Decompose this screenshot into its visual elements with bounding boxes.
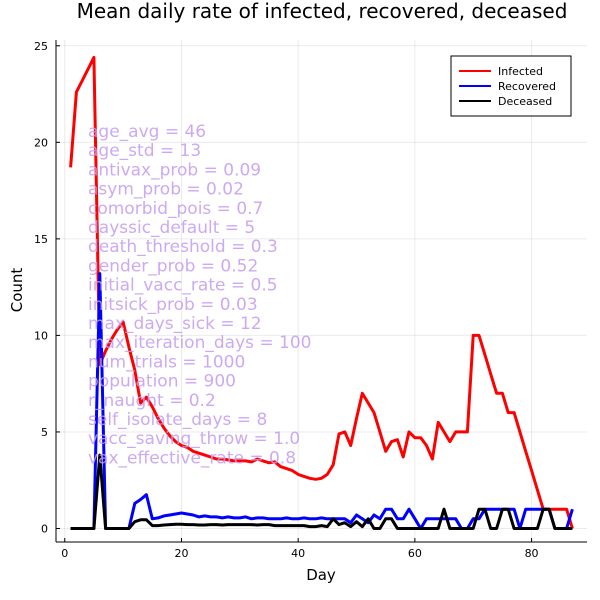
parameter-annotation: dayssic_default = 5 [88, 218, 255, 238]
legend-label: Recovered [498, 80, 556, 93]
tick-labels: 0 20 40 60 80 0 5 10 15 20 25 [34, 40, 539, 560]
parameter-annotation: population = 900 [88, 372, 236, 392]
parameter-annotation: initial_vacc_rate = 0.5 [88, 276, 278, 296]
parameter-annotation: self_isolate_days = 8 [88, 410, 267, 430]
series-line-infected [69, 55, 574, 529]
grid [56, 40, 587, 542]
parameter-annotation: max_days_sick = 12 [88, 314, 262, 334]
chart-title: Mean daily rate of infected, recovered, … [77, 0, 568, 23]
legend-label: Deceased [498, 95, 552, 108]
y-tick-label: 0 [41, 522, 48, 535]
parameter-annotation: antivax_prob = 0.09 [88, 160, 261, 180]
parameter-annotation: initsick_prob = 0.03 [88, 295, 258, 315]
y-tick-label: 10 [34, 329, 48, 342]
parameter-annotation: gender_prob = 0.52 [88, 256, 258, 276]
y-tick-label: 25 [34, 40, 48, 53]
parameter-annotation: comorbid_pois = 0.7 [88, 199, 263, 219]
parameter-annotation: r_naught = 0.2 [88, 391, 216, 411]
x-tick-label: 60 [408, 547, 422, 560]
parameter-annotation: max_iteration_days = 100 [88, 333, 311, 353]
parameter-annotation: vacc_saving_throw = 1.0 [88, 429, 300, 449]
parameter-annotation: age_avg = 46 [88, 122, 206, 142]
parameter-annotation: death_threshold = 0.3 [88, 237, 278, 257]
parameter-annotation: vax_effective_rate = 0.8 [88, 448, 296, 468]
y-tick-label: 15 [34, 233, 48, 246]
parameter-annotation: num_trials = 1000 [88, 352, 245, 372]
series-line-recovered [70, 272, 574, 530]
x-tick-label: 0 [61, 547, 68, 560]
y-axis-label: Count [8, 268, 26, 313]
parameter-annotation: asym_prob = 0.02 [88, 180, 244, 200]
x-tick-label: 80 [525, 547, 539, 560]
legend-label: Infected [498, 65, 543, 78]
series-line-deceased [70, 453, 573, 530]
y-tick-label: 5 [41, 426, 48, 439]
axes [55, 40, 587, 543]
x-tick-label: 20 [174, 547, 188, 560]
legend: Infected Recovered Deceased [450, 55, 572, 117]
x-tick-label: 40 [291, 547, 305, 560]
x-axis-label: Day [306, 566, 336, 584]
series-lines [69, 55, 574, 530]
y-tick-label: 20 [34, 136, 48, 149]
parameter-annotation: age_std = 13 [88, 141, 201, 161]
